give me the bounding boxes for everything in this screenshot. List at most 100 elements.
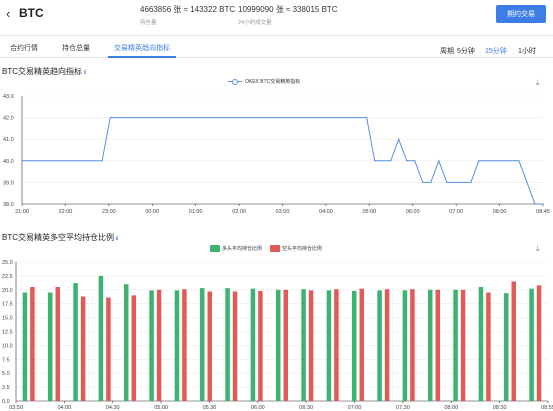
long-bar: [276, 289, 281, 401]
x-tick-label: 05:00: [362, 209, 376, 215]
period-1h[interactable]: 1小时: [518, 48, 536, 55]
data-point: [93, 160, 95, 162]
long-bar: [352, 290, 357, 401]
y-tick-label: 12.5: [2, 330, 13, 336]
chart2-title-text: BTC交易精英多空平均持仓比例: [2, 233, 114, 242]
long-bar: [326, 290, 332, 401]
data-point: [342, 117, 344, 119]
x-tick-label: 01:00: [189, 209, 203, 215]
data-point: [430, 181, 432, 183]
data-point: [454, 181, 456, 183]
long-bar: [200, 288, 205, 401]
data-point: [181, 117, 183, 119]
data-point: [358, 117, 360, 119]
data-point: [486, 160, 488, 162]
open-interest-label: 持仓量: [140, 20, 157, 26]
period-5m[interactable]: 5分钟: [457, 48, 475, 55]
tab-open-interest[interactable]: 持仓总量: [62, 45, 90, 52]
long-bar: [22, 292, 28, 401]
x-tick-label: 07:00: [348, 405, 362, 411]
data-point: [21, 160, 23, 162]
series-line: [22, 117, 543, 205]
data-point: [478, 160, 480, 162]
data-point: [253, 117, 256, 119]
data-point: [77, 160, 79, 162]
data-point: [53, 160, 55, 162]
y-tick-label: 5.0: [2, 371, 10, 377]
data-point: [157, 117, 159, 119]
x-tick-label: 06:30: [299, 405, 313, 411]
tab-market[interactable]: 合约行情: [10, 45, 38, 52]
long-legend-label[interactable]: 多头平均持仓比例: [222, 246, 263, 252]
chevron-left-icon[interactable]: ‹: [6, 6, 11, 21]
x-tick-label: 08:30: [493, 405, 507, 411]
period-15m[interactable]: 15分钟: [485, 48, 507, 55]
data-point: [446, 181, 448, 183]
long-bar: [453, 289, 458, 401]
data-point: [61, 160, 63, 162]
y-tick-label: 17.5: [2, 302, 13, 308]
long-bar: [504, 293, 509, 401]
y-tick-label: 7.5: [2, 357, 10, 363]
data-point: [29, 160, 31, 162]
y-tick-label: 10.0: [2, 343, 13, 349]
data-point: [309, 117, 312, 119]
short-bar: [536, 285, 542, 401]
data-point: [125, 117, 127, 119]
data-point: [69, 160, 71, 162]
tab-elite-indicator[interactable]: 交易精英趋向指标: [114, 45, 170, 52]
x-tick-label: 23:00: [102, 209, 116, 215]
data-point: [334, 117, 336, 119]
short-bar: [156, 289, 162, 401]
data-point: [301, 117, 304, 119]
x-tick-label: 08:55: [541, 405, 553, 411]
info-icon[interactable]: ℹ: [84, 70, 87, 76]
data-point: [133, 117, 135, 119]
chart1-legend[interactable]: OKEX BTC交易精英指标: [228, 78, 300, 85]
data-point: [414, 160, 416, 162]
data-point: [422, 181, 424, 183]
long-short-bar-chart: 0.0 2.5 5.0 7.5 10.0 12.5 15.0 17.5 20.0 22.5 25.0…: [2, 260, 553, 411]
data-point: [518, 160, 520, 162]
long-bar: [149, 290, 154, 401]
short-bar: [258, 290, 263, 401]
download-icon[interactable]: ⤓: [536, 78, 540, 87]
short-bar: [359, 288, 364, 401]
short-bar: [334, 289, 339, 401]
futures-trade-button[interactable]: 期约交易: [496, 5, 546, 23]
x-tick-label: 08:00: [444, 405, 458, 411]
x-tick-label: 02:00: [232, 209, 246, 215]
y-tick-label: 42.0: [3, 116, 14, 122]
short-bar: [283, 289, 288, 401]
y-tick-label: 40.0: [3, 159, 14, 165]
short-swatch: [270, 245, 281, 252]
download-icon[interactable]: ⤓: [536, 244, 540, 253]
data-point: [229, 117, 231, 119]
x-tick-label: 04:00: [319, 209, 333, 215]
chart2-title: BTC交易精英多空平均持仓比例 ℹ: [2, 232, 118, 243]
x-tick-label: 03:00: [276, 209, 290, 215]
data-point: [526, 181, 528, 183]
data-point: [390, 160, 392, 162]
long-bar: [225, 288, 230, 401]
short-bar: [55, 287, 60, 401]
y-tick-label: 22.5: [2, 274, 13, 280]
x-tick-label: 06:00: [251, 405, 265, 411]
data-point: [85, 160, 87, 162]
data-point: [37, 160, 39, 162]
short-bar: [460, 289, 466, 401]
data-point: [237, 117, 240, 119]
data-point: [293, 117, 296, 119]
short-bar: [106, 297, 111, 401]
y-tick-label: 15.0: [2, 316, 13, 322]
y-tick-label: 41.0: [3, 137, 14, 143]
data-point: [245, 117, 248, 119]
short-bar: [486, 292, 491, 401]
indicator-line-chart: 38.0 39.0 40.0 41.0 42.0 43.0 21:00 22:00 23:00 0…: [3, 94, 550, 215]
data-point: [374, 160, 376, 162]
short-bar: [30, 287, 35, 401]
long-bar: [428, 289, 433, 401]
chart1-title-text: BTC交易精英趋向指标: [2, 67, 82, 76]
short-legend-label[interactable]: 空头平均持仓比例: [282, 246, 323, 252]
info-icon[interactable]: ℹ: [116, 236, 119, 242]
